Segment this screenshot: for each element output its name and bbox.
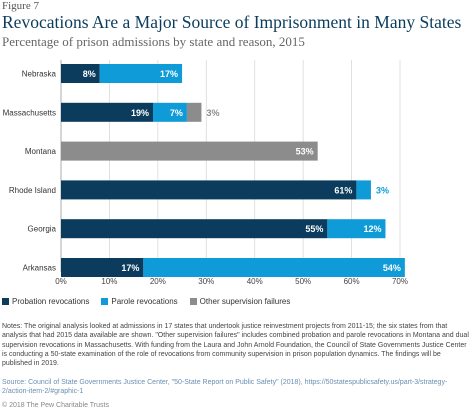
legend-label-other: Other supervision failures: [199, 297, 291, 306]
bar-segment: [61, 102, 154, 122]
bar-chart: 0% 10% 20% 30% 40% 50% 60% 70% Nebraska 8% 17% Mass…: [3, 60, 408, 286]
x-tick-label: 40%: [247, 277, 263, 286]
data-label: 3%: [206, 108, 219, 118]
bar-segment: [186, 102, 202, 122]
x-tick-label: 10%: [101, 277, 117, 286]
x-tick-label: 70%: [392, 277, 408, 286]
data-label: 55%: [305, 224, 323, 234]
chart-title: Revocations Are a Major Source of Impris…: [2, 12, 462, 32]
category-label: Rhode Island: [9, 186, 56, 195]
category-label: Nebraska: [22, 70, 57, 79]
data-label: 8%: [83, 69, 96, 79]
bar-segment: [99, 64, 183, 83]
x-tick-label: 50%: [295, 277, 311, 286]
data-label: 3%: [376, 185, 389, 195]
bar-segment: [61, 219, 328, 239]
bar-segment: [61, 258, 144, 277]
x-tick-label: 0%: [55, 277, 67, 286]
data-label: 7%: [170, 108, 183, 118]
category-label: Arkansas: [23, 264, 56, 273]
chart-subtitle: Percentage of prison admissions by state…: [2, 34, 305, 49]
copyright: © 2018 The Pew Charitable Trusts: [2, 402, 109, 409]
data-label: 54%: [383, 263, 401, 273]
data-label: 17%: [121, 263, 139, 273]
x-tick-label: 20%: [150, 277, 166, 286]
bar-segment: [356, 180, 371, 200]
data-label: 12%: [363, 224, 381, 234]
data-label: 61%: [334, 185, 352, 195]
x-tick-label: 30%: [198, 277, 214, 286]
bar-segment: [143, 258, 405, 277]
bar-segment: [153, 102, 187, 122]
data-label: 19%: [131, 108, 149, 118]
legend-item-probation: Probation revocations: [2, 297, 89, 306]
parole-swatch: [101, 298, 109, 305]
category-label: Montana: [25, 147, 57, 156]
bar-segment: [61, 180, 357, 200]
data-label: 17%: [160, 69, 178, 79]
category-label: Georgia: [28, 225, 57, 234]
bar-segment: [61, 64, 100, 83]
chart-source[interactable]: Source: Council of State Governments Jus…: [2, 379, 448, 396]
figure-label: Figure 7: [2, 0, 39, 12]
chart-notes: Notes: The original analysis looked at a…: [2, 323, 469, 368]
legend-label-probation: Probation revocations: [12, 297, 90, 306]
data-label: 53%: [296, 147, 314, 157]
legend-item-other: Other supervision failures: [189, 297, 291, 306]
bar-segment: [327, 219, 386, 239]
legend-item-parole: Parole revocations: [101, 297, 178, 306]
other-swatch: [189, 298, 197, 305]
category-label: Massachusetts: [3, 108, 56, 117]
probation-swatch: [2, 298, 9, 305]
bar-segment: [61, 141, 318, 161]
legend-label-parole: Parole revocations: [111, 297, 178, 306]
chart-legend: Probation revocations Parole revocations…: [2, 297, 290, 306]
x-tick-label: 60%: [344, 277, 360, 286]
